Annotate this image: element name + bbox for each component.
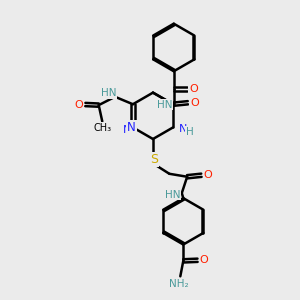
Text: O: O [190, 98, 199, 108]
Text: NH₂: NH₂ [169, 279, 189, 289]
Text: HN: HN [157, 100, 172, 110]
Text: O: O [74, 100, 83, 110]
Text: O: O [200, 255, 208, 265]
Text: S: S [151, 153, 158, 166]
Text: N: N [179, 124, 188, 134]
Text: H: H [185, 127, 193, 137]
Text: N: N [127, 121, 136, 134]
Text: O: O [204, 170, 212, 180]
Text: N: N [123, 125, 132, 135]
Text: HN: HN [164, 190, 180, 200]
Text: CH₃: CH₃ [93, 123, 111, 133]
Text: O: O [189, 84, 198, 94]
Text: HN: HN [101, 88, 116, 98]
